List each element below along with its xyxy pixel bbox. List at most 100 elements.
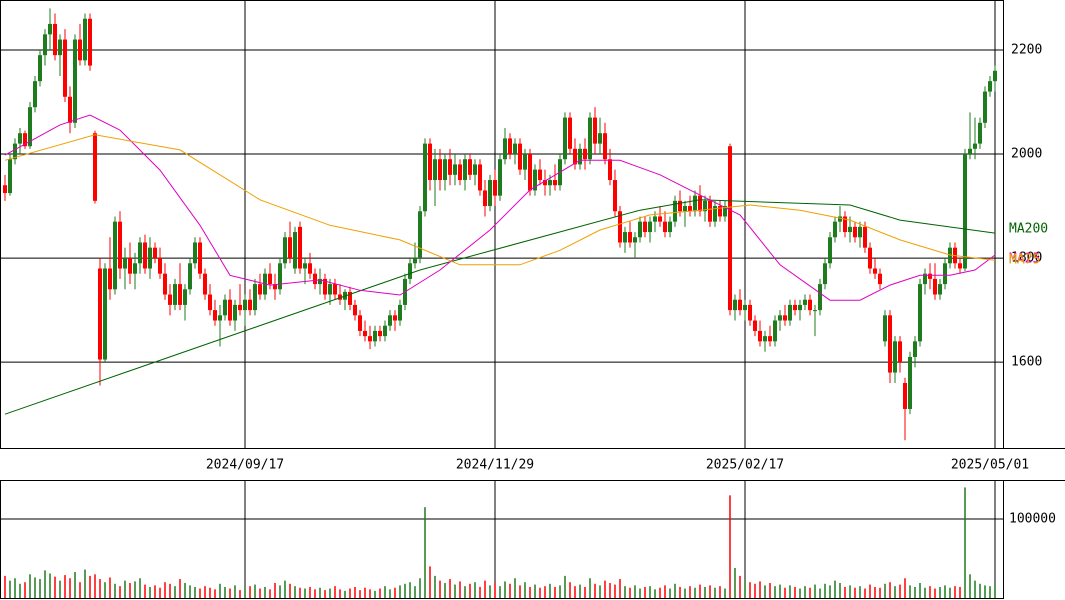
volume-bar <box>244 587 246 598</box>
volume-bar <box>194 586 196 598</box>
volume-bar <box>239 590 241 598</box>
volume-bar <box>854 587 856 598</box>
volume-bar <box>484 580 486 598</box>
candle-body <box>88 18 92 66</box>
candle-body <box>138 242 142 264</box>
x-tick-label: 2024/09/17 <box>206 458 284 473</box>
candle-body <box>703 200 707 212</box>
volume-bar <box>834 580 836 598</box>
candle-body <box>23 133 27 147</box>
candle-body <box>958 263 962 269</box>
volume-bar <box>579 584 581 598</box>
candle-body <box>803 299 807 305</box>
volume-bar <box>339 589 341 598</box>
candle-body <box>638 221 642 238</box>
volume-bar <box>599 585 601 598</box>
volume-bar <box>389 589 391 598</box>
moving-average-line <box>4 114 996 301</box>
candle-body <box>278 263 282 290</box>
volume-bar <box>294 586 296 598</box>
volume-bar <box>189 585 191 598</box>
candle-body <box>228 299 232 321</box>
legend-label: MA75 <box>1009 253 1040 268</box>
candle-body <box>843 216 847 233</box>
candle-body <box>828 237 832 264</box>
candle-body <box>133 263 137 274</box>
volume-bar <box>699 584 701 598</box>
volume-bar <box>169 583 171 598</box>
candle-body <box>538 169 542 181</box>
candle-body <box>13 143 17 160</box>
candle-body <box>523 154 527 170</box>
volume-bar <box>384 586 386 598</box>
volume-bar <box>199 588 201 598</box>
candle-body <box>78 39 82 61</box>
volume-bar <box>549 583 551 598</box>
candle-body <box>878 273 882 285</box>
candle-body <box>38 55 42 82</box>
volume-bar <box>334 586 336 598</box>
volume-bar <box>544 586 546 598</box>
volume-bar <box>69 578 71 598</box>
candle-body <box>788 304 792 321</box>
candle-body <box>503 138 507 160</box>
candle-body <box>598 133 602 144</box>
volume-bar <box>604 580 606 598</box>
volume-bar <box>759 581 761 598</box>
candle-body <box>588 117 592 160</box>
volume-bar <box>894 586 896 598</box>
volume-bar <box>924 587 926 598</box>
volume-bar <box>744 580 746 598</box>
volume-bar <box>379 588 381 598</box>
candle-body <box>43 34 47 56</box>
candle-body <box>118 221 122 269</box>
candle-body <box>938 284 942 295</box>
volume-bar <box>259 588 261 598</box>
volume-bar <box>54 576 56 598</box>
candle-body <box>323 278 327 295</box>
candle-body <box>993 70 997 82</box>
volume-bar <box>264 586 266 598</box>
volume-bar <box>279 585 281 598</box>
candle-body <box>318 278 322 285</box>
volume-bar <box>949 587 951 598</box>
volume-bar <box>614 584 616 598</box>
candle-body <box>983 91 987 123</box>
volume-bar <box>494 582 496 598</box>
candle-body <box>593 117 597 144</box>
volume-bar <box>319 587 321 598</box>
volume-bar <box>849 585 851 598</box>
candle-body <box>298 226 302 269</box>
volume-bar <box>954 586 956 598</box>
candle-body <box>418 211 422 259</box>
volume-bar <box>994 584 996 598</box>
volume-bar <box>859 586 861 598</box>
candle-body <box>173 284 177 305</box>
candle-body <box>553 180 557 186</box>
candle-body <box>108 268 112 290</box>
candle-body <box>873 268 877 274</box>
candle-body <box>848 226 852 233</box>
candle-body <box>238 304 242 311</box>
candle-body <box>18 133 22 144</box>
candle-body <box>668 221 672 233</box>
volume-bar <box>424 507 426 598</box>
candle-body <box>733 299 737 311</box>
volume-bar <box>929 586 931 598</box>
candle-body <box>813 310 817 312</box>
volume-bar <box>64 575 66 598</box>
candle-body <box>778 315 782 321</box>
volume-bar <box>429 566 431 598</box>
candle-body <box>8 159 12 194</box>
volume-bar <box>749 582 751 598</box>
volume-bar <box>59 580 61 598</box>
volume-bar <box>349 588 351 598</box>
volume-bar <box>684 588 686 598</box>
volume-bar <box>449 579 451 598</box>
candle-body <box>973 143 977 149</box>
volume-bar <box>144 584 146 598</box>
volume-bar <box>374 590 376 598</box>
volume-bar <box>89 575 91 598</box>
volume-bar <box>639 588 641 598</box>
